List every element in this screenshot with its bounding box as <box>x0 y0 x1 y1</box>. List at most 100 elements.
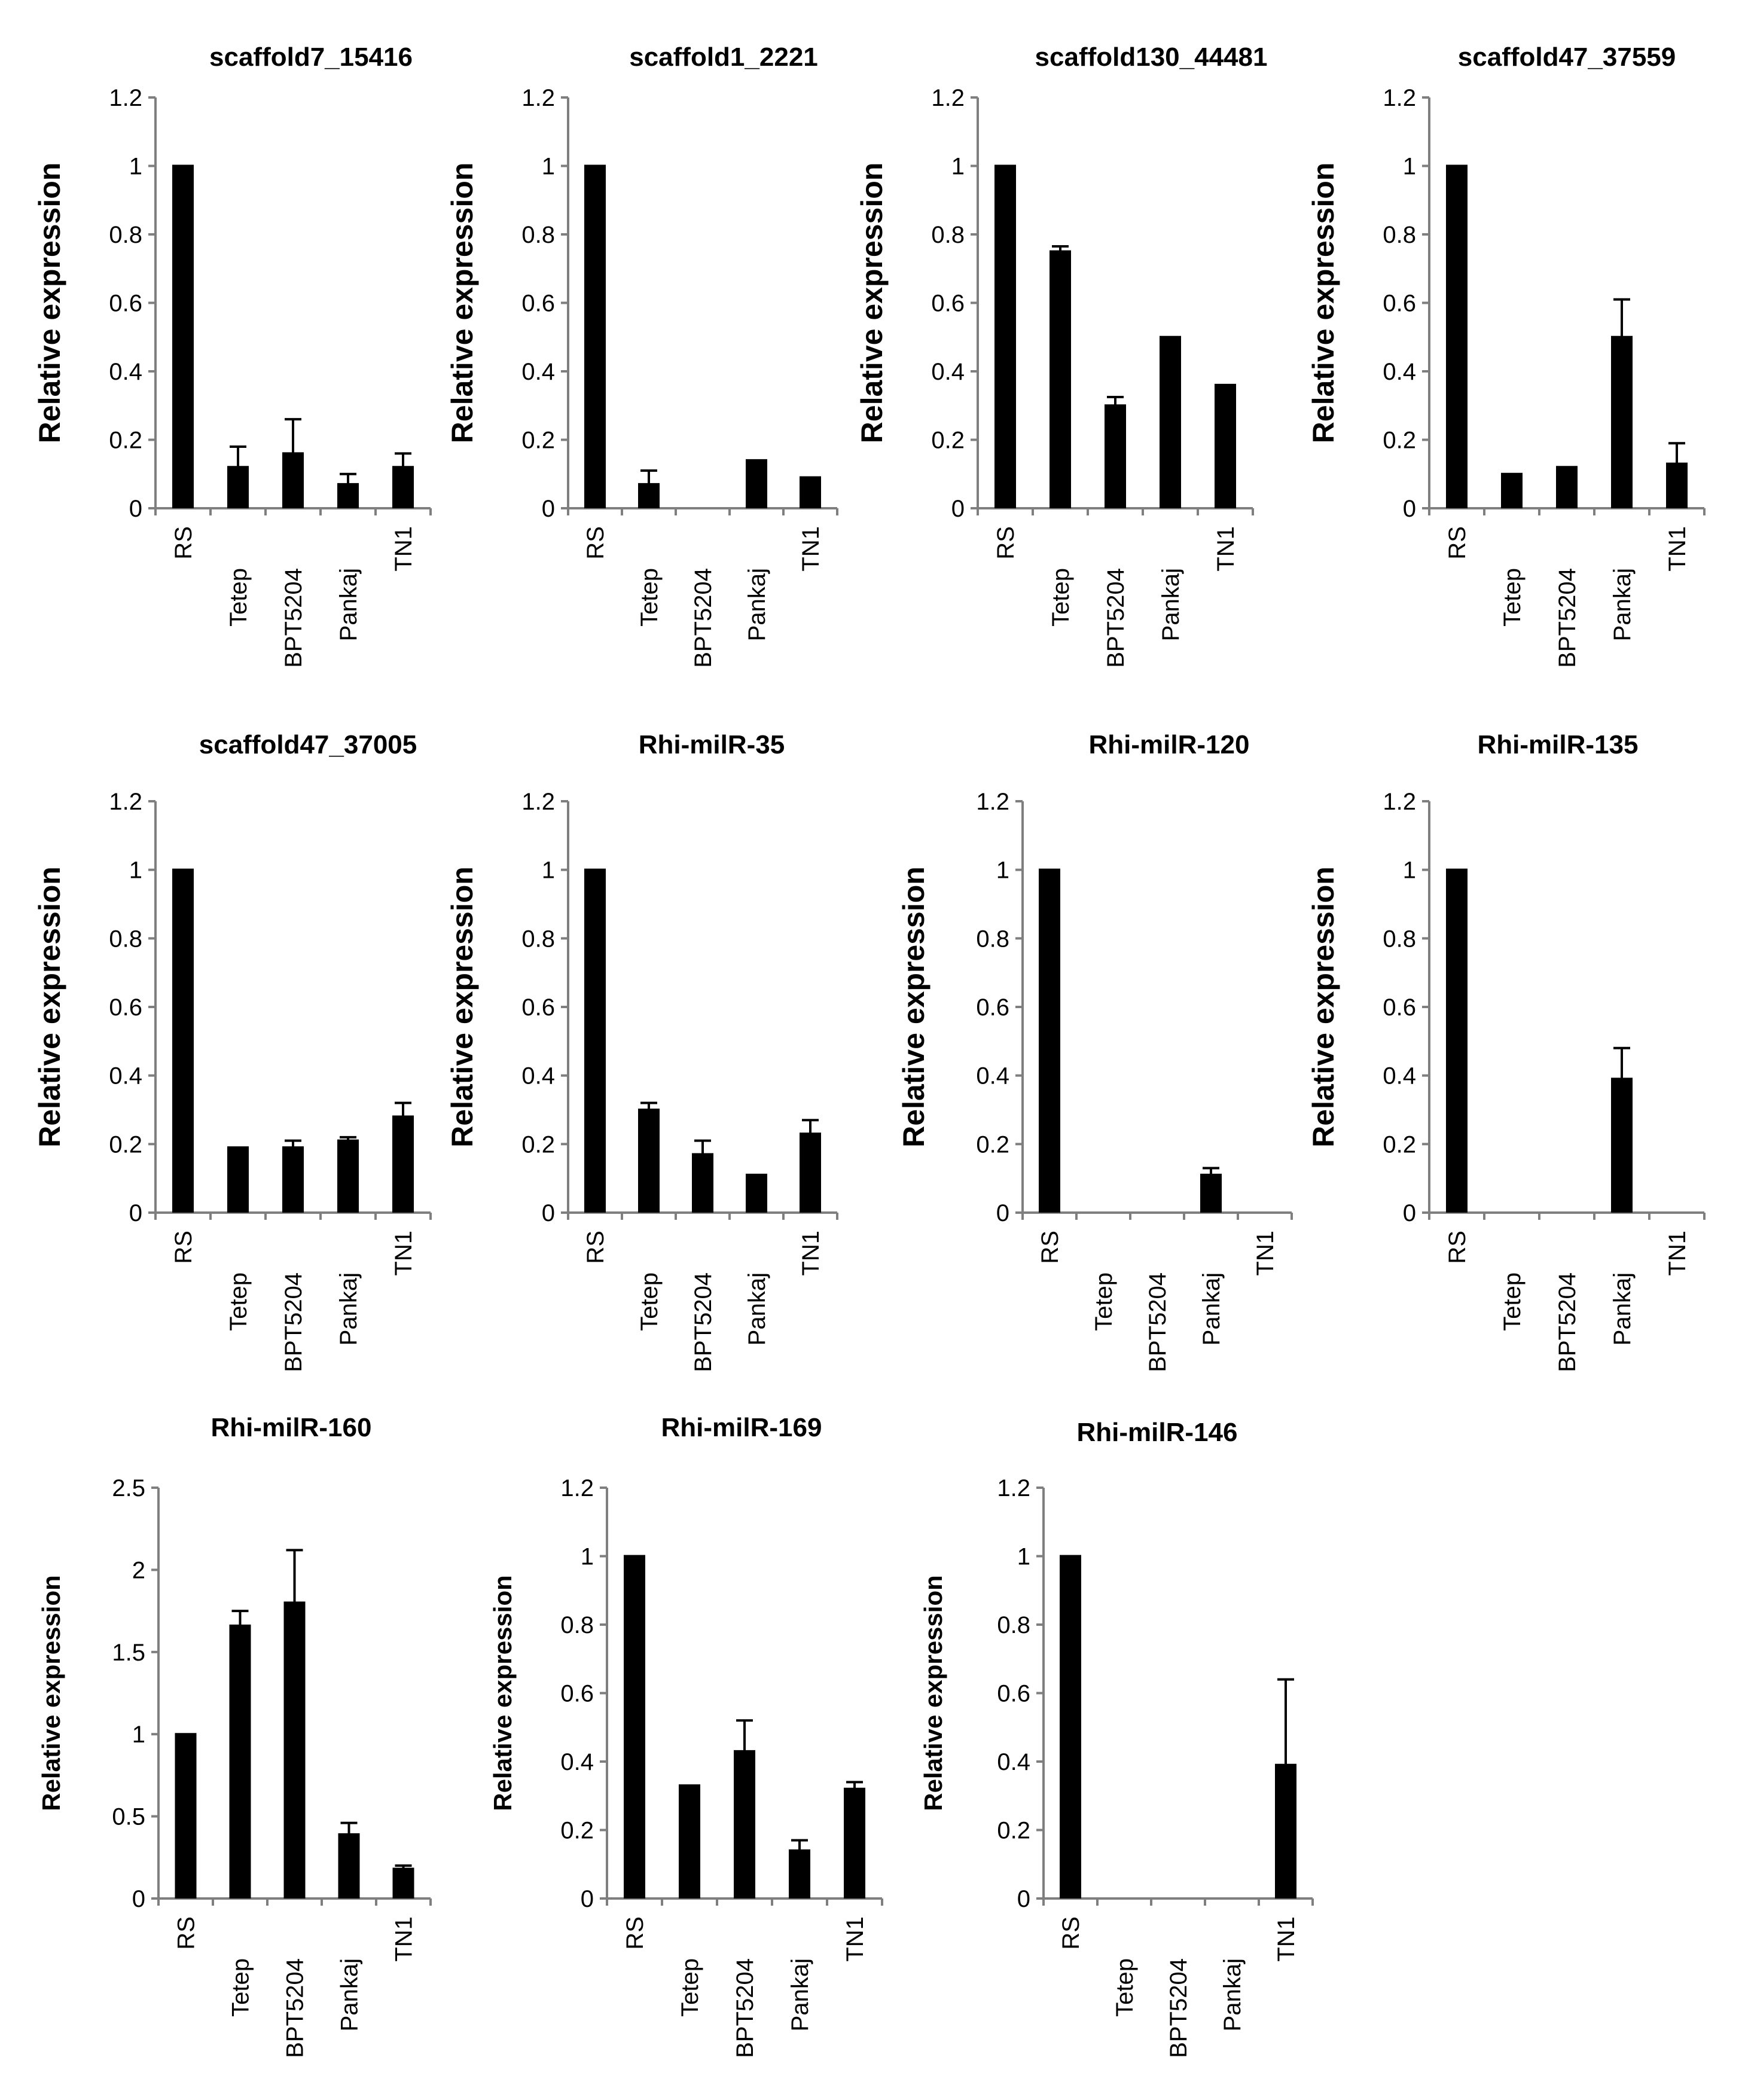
y-axis-label: Relative expression <box>855 163 889 444</box>
x-tick-label: Tetep <box>228 1958 254 2017</box>
x-tick-label: Tetep <box>225 568 252 627</box>
x-tick-label: BPT5204 <box>280 568 307 668</box>
y-tick-label: 1.2 <box>976 789 1009 815</box>
bar <box>283 1603 306 1898</box>
y-tick-label: 0.2 <box>560 1818 594 1844</box>
y-tick-label: 1 <box>542 154 555 180</box>
bar <box>800 1134 821 1213</box>
chart-panel: Rhi-milR-35 Relative expression 0 0.2 0.4 0.6… <box>446 730 838 1372</box>
y-tick-label: 0.8 <box>976 926 1009 952</box>
bar <box>338 1834 360 1898</box>
bar <box>746 460 767 508</box>
x-tick-label: Tetep <box>636 1272 663 1331</box>
y-tick-label: 0 <box>542 1200 555 1226</box>
x-tick-label: Pankaj <box>787 1958 813 2031</box>
chart-title: Rhi-milR-169 <box>661 1413 822 1442</box>
y-tick-label: 0.8 <box>521 926 555 952</box>
x-tick-label: RS <box>582 1231 609 1264</box>
y-axis-label: Relative expression <box>33 866 66 1147</box>
y-axis-label: Relative expression <box>1307 866 1340 1147</box>
x-tick-label: BPT5204 <box>1554 568 1581 668</box>
bar <box>746 1174 767 1213</box>
y-tick-label: 0.4 <box>109 359 142 385</box>
x-tick-label: RS <box>170 526 197 560</box>
x-tick-label: RS <box>1444 526 1471 560</box>
chart-panel: Rhi-milR-169 Relative expression 0 0.2 0.4 0.… <box>489 1413 883 2058</box>
y-tick-label: 0.6 <box>109 291 142 317</box>
bar <box>1275 1765 1296 1898</box>
y-tick-label: 0.6 <box>560 1681 594 1707</box>
chart-title: scaffold130_44481 <box>1035 42 1268 72</box>
bar <box>175 1734 197 1898</box>
x-tick-label: Pankaj <box>744 568 770 641</box>
x-tick-label: BPT5204 <box>690 1272 716 1372</box>
bar <box>638 1110 660 1213</box>
y-tick-label: 0.4 <box>521 359 555 385</box>
chart-panel: scaffold7_15416 Relative expression 0 0.2 0.… <box>33 42 432 668</box>
bar <box>1446 166 1468 508</box>
x-tick-label: RS <box>1058 1916 1084 1950</box>
y-tick-label: 0.4 <box>931 359 965 385</box>
y-tick-label: 0.4 <box>109 1063 142 1089</box>
bar <box>337 1140 359 1213</box>
x-tick-label: TN1 <box>1664 526 1691 572</box>
y-tick-label: 0 <box>1403 496 1416 522</box>
bar <box>1611 337 1633 508</box>
y-tick-label: 2.5 <box>112 1475 145 1501</box>
y-tick-label: 0.2 <box>931 428 965 454</box>
x-tick-label: RS <box>993 526 1019 560</box>
bar <box>994 166 1016 508</box>
chart-title: Rhi-milR-160 <box>211 1413 372 1442</box>
chart-title: Rhi-milR-135 <box>1478 730 1639 759</box>
y-tick-label: 0.8 <box>997 1612 1030 1638</box>
x-tick-label: TN1 <box>390 1231 417 1276</box>
bar <box>1501 474 1523 508</box>
x-tick-label: TN1 <box>798 526 824 572</box>
y-tick-label: 0.6 <box>1383 994 1416 1021</box>
y-tick-label: 0.2 <box>997 1818 1030 1844</box>
x-tick-label: BPT5204 <box>690 568 716 668</box>
y-tick-label: 0.4 <box>560 1749 594 1775</box>
y-tick-label: 0.8 <box>109 222 142 248</box>
x-tick-label: TN1 <box>842 1916 868 1962</box>
bar <box>392 1869 414 1898</box>
x-tick-label: Tetep <box>1112 1958 1138 2017</box>
x-tick-label: Pankaj <box>1609 568 1636 641</box>
bar <box>1200 1174 1222 1213</box>
x-tick-label: Tetep <box>1499 568 1526 627</box>
y-tick-label: 0.2 <box>109 1131 142 1158</box>
x-tick-label: Pankaj <box>1198 1272 1225 1345</box>
bar <box>692 1154 713 1213</box>
y-tick-label: 1 <box>1403 154 1416 180</box>
bar <box>1039 869 1060 1213</box>
y-tick-label: 0.4 <box>521 1063 555 1089</box>
y-tick-label: 1.2 <box>997 1475 1030 1501</box>
chart-title: scaffold1_2221 <box>629 42 818 72</box>
y-tick-label: 0.5 <box>112 1804 145 1830</box>
y-tick-label: 0 <box>996 1200 1009 1226</box>
x-tick-label: Pankaj <box>1219 1958 1246 2031</box>
x-tick-label: RS <box>1037 1231 1063 1264</box>
chart-title: Rhi-milR-120 <box>1089 730 1250 759</box>
bar <box>800 477 821 508</box>
y-tick-label: 0 <box>132 1886 145 1912</box>
y-tick-label: 0.2 <box>1383 1131 1416 1158</box>
bar <box>789 1850 810 1898</box>
chart-panel: scaffold47_37005 Relative expression 0 0.2 0… <box>33 730 432 1372</box>
x-tick-label: BPT5204 <box>1166 1958 1192 2058</box>
y-tick-label: 0.4 <box>1383 1063 1416 1089</box>
y-tick-label: 0 <box>129 1200 142 1226</box>
y-tick-label: 0.2 <box>521 1131 555 1158</box>
y-tick-label: 1 <box>542 857 555 884</box>
y-tick-label: 1.2 <box>931 85 965 111</box>
x-tick-label: Tetep <box>1499 1272 1526 1331</box>
bar <box>1611 1079 1633 1213</box>
x-tick-label: Tetep <box>677 1958 703 2017</box>
y-tick-label: 0.8 <box>931 222 965 248</box>
y-tick-label: 0.6 <box>931 291 965 317</box>
y-tick-label: 0 <box>951 496 965 522</box>
y-tick-label: 0 <box>1403 1200 1416 1226</box>
x-tick-label: Tetep <box>225 1272 252 1331</box>
y-tick-label: 0.6 <box>997 1681 1030 1707</box>
